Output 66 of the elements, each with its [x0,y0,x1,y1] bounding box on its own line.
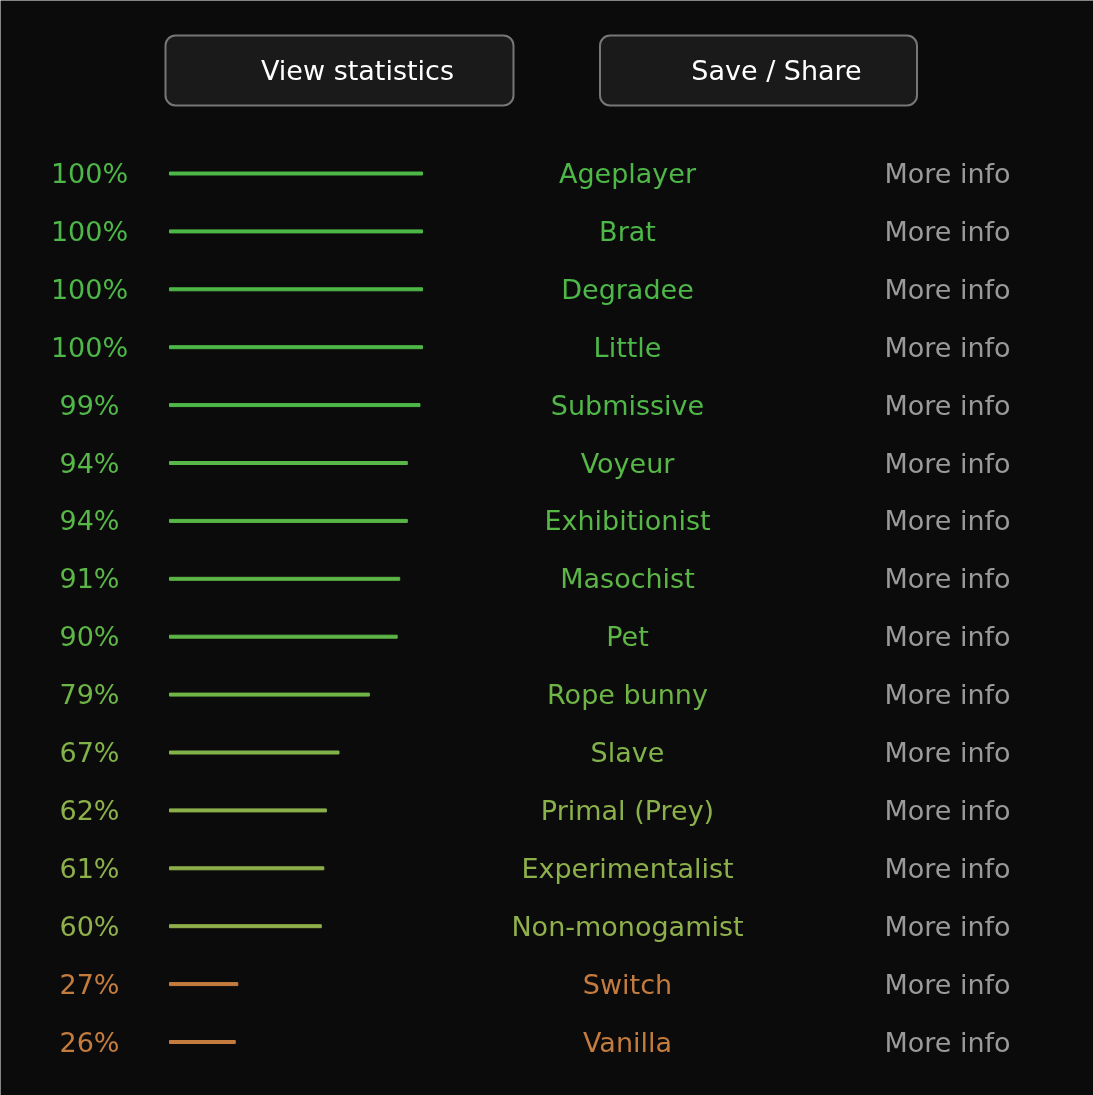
y-tick-label: Exhibitionist [544,505,711,537]
bar [169,866,325,871]
data-label: 100% [50,215,129,247]
y-tick-label: Degradee [561,273,694,305]
text: More info [884,968,1011,1000]
bar [169,403,421,408]
text: More info [884,158,1011,189]
y-tick-label: Non-monogamist [511,910,744,942]
data-label: 94% [59,505,120,537]
y-tick-label: Masochist [560,563,695,595]
text: More info [884,794,1011,826]
data-label: 100% [50,331,129,363]
data-label: 100% [50,273,129,305]
text: More info [884,273,1011,305]
bar [169,750,340,755]
text: More info [884,389,1011,421]
data-label: 91% [59,563,120,595]
bar [169,1040,236,1044]
text: View statistics [261,55,455,86]
y-tick-label: Pet [606,621,649,653]
bar [169,634,398,639]
data-label: 100% [50,158,129,189]
text: More info [884,447,1011,479]
y-tick-label: Ageplayer [558,158,697,189]
bar [169,287,423,292]
text: More info [884,621,1011,653]
y-tick-label: Brat [599,215,656,247]
data-label: 62% [59,794,120,826]
text: More info [884,331,1011,363]
bar [169,576,401,581]
data-label: 79% [59,679,120,711]
text: More info [884,910,1011,942]
y-tick-label: Little [593,331,662,363]
text: Save / Share [691,55,862,86]
bar [169,808,327,813]
y-tick-label: Switch [582,968,673,1000]
data-label: 67% [59,737,120,768]
bar [169,982,239,987]
data-label: 27% [59,968,120,1000]
y-tick-label: Voyeur [580,447,676,479]
data-label: 94% [59,447,120,479]
bar [169,171,423,176]
y-tick-label: Primal (Prey) [540,794,715,826]
text: More info [884,679,1011,711]
text: More info [884,852,1011,884]
data-label: 99% [59,389,120,421]
bar [169,518,408,523]
y-tick-label: Vanilla [582,1026,673,1058]
y-tick-label: Experimentalist [521,852,734,884]
text: More info [884,1026,1011,1058]
y-tick-label: Submissive [550,389,705,421]
text: More info [884,505,1011,537]
bar [169,924,322,929]
data-label: 60% [59,910,120,942]
text: More info [884,215,1011,247]
data-label: 61% [59,852,120,884]
data-label: 26% [59,1026,120,1058]
text: More info [884,563,1011,595]
bar [169,692,370,697]
bar [169,229,423,234]
data-label: 90% [59,621,120,653]
y-tick-label: Rope bunny [547,679,708,711]
text: More info [884,737,1011,768]
bar [169,461,408,465]
y-tick-label: Slave [590,737,665,768]
bar [169,345,423,350]
